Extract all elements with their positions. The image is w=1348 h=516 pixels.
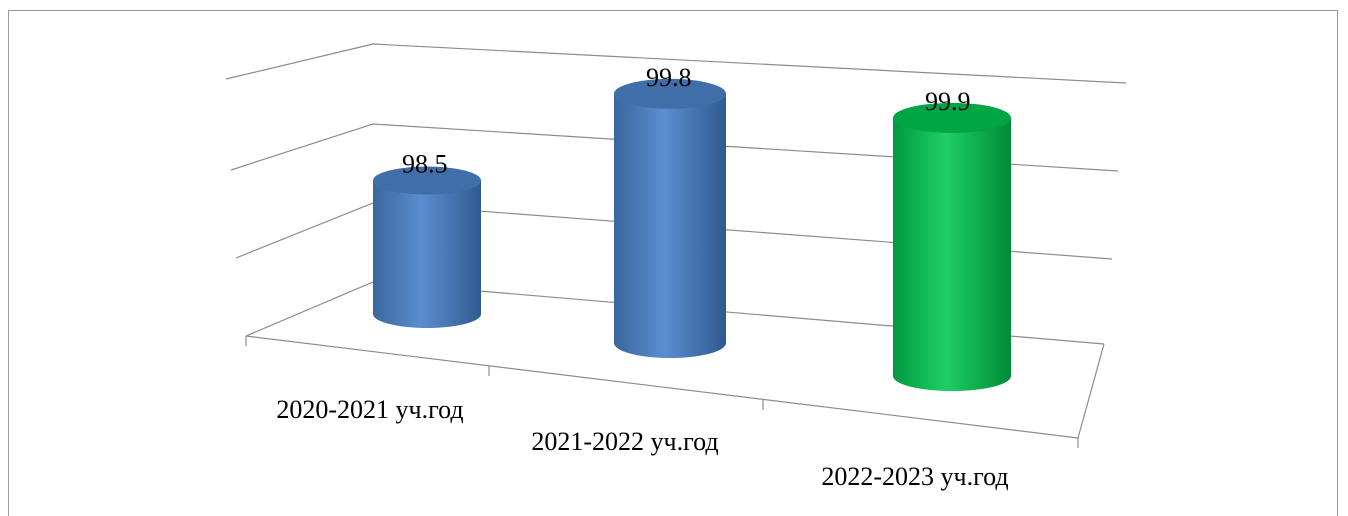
bar-body: [373, 180, 481, 328]
bars: [373, 78, 1011, 392]
bar-body: [614, 93, 726, 359]
gridline-1: [225, 43, 1127, 84]
data-label: 98.5: [402, 150, 448, 179]
labels: 98.5 2020-2021 уч.год 99.8 2021-2022 уч.год…: [276, 63, 1008, 491]
chart-frame: [8, 10, 1338, 516]
bar-top: [614, 78, 726, 109]
bar-2: [614, 78, 726, 359]
category-label: 2020-2021 уч.год: [276, 395, 463, 424]
category-label: 2021-2022 уч.год: [531, 427, 718, 456]
bar-1: [373, 166, 481, 328]
floor-right-edge: [1077, 343, 1105, 439]
bar-3: [893, 102, 1011, 392]
data-label: 99.9: [925, 87, 971, 116]
bar-body: [893, 117, 1011, 392]
category-label: 2022-2023 уч.год: [821, 462, 1008, 491]
bar-top: [373, 166, 481, 195]
category-axis: [245, 335, 1079, 439]
gridline-2: [230, 123, 1119, 172]
data-label: 99.8: [646, 63, 692, 92]
bar-top: [893, 102, 1011, 133]
